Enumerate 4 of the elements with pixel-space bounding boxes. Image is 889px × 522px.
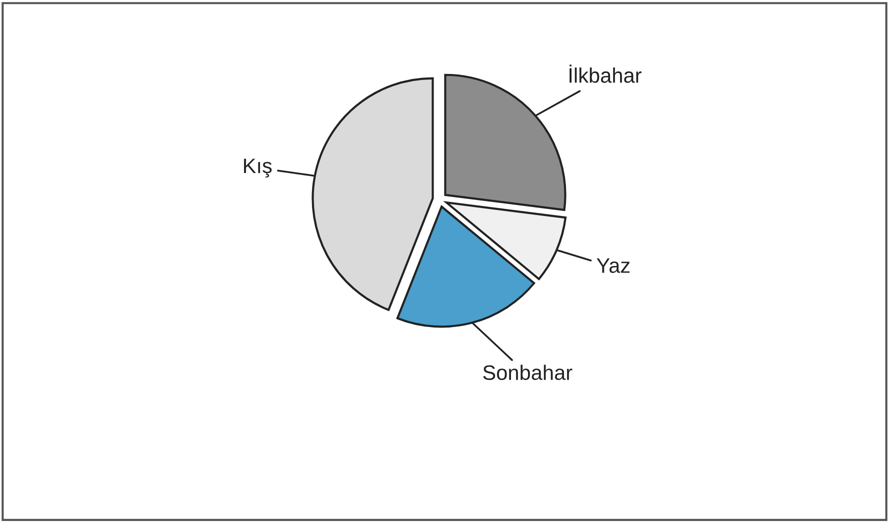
slice-label: Yaz [596, 258, 630, 273]
slice-label: İlkbahar [570, 64, 642, 83]
slice-label: Sonbahar [483, 364, 572, 380]
slice-label: Kış [244, 158, 272, 178]
